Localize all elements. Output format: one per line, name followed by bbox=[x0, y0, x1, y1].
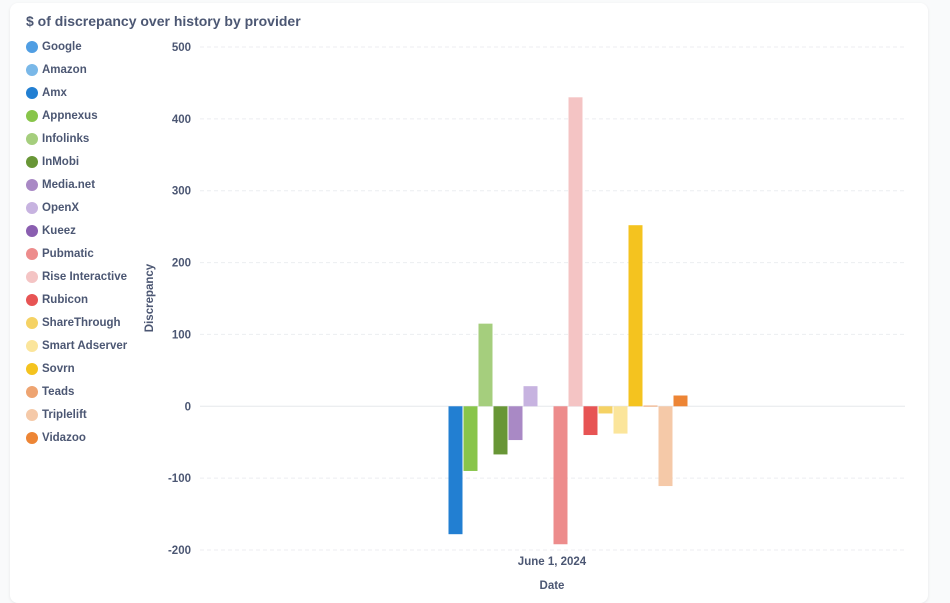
bar bbox=[583, 406, 598, 436]
legend-item[interactable]: Appnexus bbox=[26, 104, 127, 127]
bar bbox=[628, 225, 643, 407]
y-tick-label: 400 bbox=[172, 114, 191, 126]
legend-label: Amazon bbox=[42, 63, 87, 76]
legend-label: ShareThrough bbox=[42, 316, 121, 329]
bar bbox=[658, 406, 673, 487]
chart-legend: Google Amazon Amx Appnexus Infolinks InMobi Me… bbox=[26, 35, 127, 449]
legend-item[interactable]: Kueez bbox=[26, 219, 127, 242]
legend-item[interactable]: Media.net bbox=[26, 173, 127, 196]
legend-label: Teads bbox=[42, 385, 75, 398]
legend-swatch bbox=[26, 362, 38, 375]
legend-swatch bbox=[26, 40, 38, 53]
legend-label: Google bbox=[42, 40, 82, 53]
legend-item[interactable]: Amazon bbox=[26, 58, 127, 81]
legend-swatch bbox=[26, 155, 38, 168]
y-tick-label: 500 bbox=[172, 42, 191, 54]
legend-item[interactable]: Rise Interactive bbox=[26, 265, 127, 288]
y-tick-label: -100 bbox=[168, 473, 191, 485]
legend-swatch bbox=[26, 293, 38, 306]
chart-title: $ of discrepancy over history by provide… bbox=[26, 13, 301, 29]
legend-swatch bbox=[26, 86, 38, 99]
y-tick-label: 300 bbox=[172, 186, 191, 198]
bar bbox=[613, 406, 628, 434]
legend-label: Rise Interactive bbox=[42, 270, 128, 283]
legend-swatch bbox=[26, 408, 38, 421]
legend-swatch bbox=[26, 270, 38, 283]
legend-label: Kueez bbox=[42, 224, 76, 237]
legend-swatch bbox=[26, 132, 38, 145]
bar bbox=[448, 406, 463, 535]
legend-label: Infolinks bbox=[42, 132, 90, 145]
legend-swatch bbox=[26, 201, 38, 214]
legend-item[interactable]: OpenX bbox=[26, 196, 127, 219]
legend-label: Rubicon bbox=[42, 293, 88, 306]
legend-label: Media.net bbox=[42, 178, 96, 191]
bar bbox=[643, 405, 658, 407]
bar bbox=[508, 406, 523, 441]
legend-item[interactable]: Vidazoo bbox=[26, 426, 127, 449]
legend-swatch bbox=[26, 385, 38, 398]
legend-label: Vidazoo bbox=[42, 431, 86, 444]
legend-item[interactable]: Sovrn bbox=[26, 357, 127, 380]
y-tick-label: 100 bbox=[172, 329, 191, 341]
legend-label: Amx bbox=[42, 86, 67, 99]
y-tick-label: 0 bbox=[185, 401, 191, 413]
bar bbox=[568, 97, 583, 407]
chart-card bbox=[10, 3, 928, 603]
legend-item[interactable]: InMobi bbox=[26, 150, 127, 173]
y-tick-label: -200 bbox=[168, 545, 191, 557]
legend-item[interactable]: Infolinks bbox=[26, 127, 127, 150]
legend-swatch bbox=[26, 63, 38, 76]
y-tick-label: 200 bbox=[172, 258, 191, 270]
bar bbox=[493, 406, 508, 455]
legend-swatch bbox=[26, 224, 38, 237]
legend-item[interactable]: Google bbox=[26, 35, 127, 58]
bar bbox=[523, 386, 538, 407]
legend-item[interactable]: Smart Adserver bbox=[26, 334, 127, 357]
y-axis-title: Discrepancy bbox=[144, 263, 156, 332]
legend-label: InMobi bbox=[42, 155, 80, 168]
legend-label: OpenX bbox=[42, 201, 80, 214]
bar bbox=[673, 395, 688, 407]
bar bbox=[478, 323, 493, 407]
x-axis-title: Date bbox=[540, 580, 565, 592]
x-tick-label: June 1, 2024 bbox=[518, 556, 587, 568]
legend-label: Pubmatic bbox=[42, 247, 94, 260]
legend-swatch bbox=[26, 431, 38, 444]
legend-item[interactable]: Rubicon bbox=[26, 288, 127, 311]
bar bbox=[463, 406, 478, 471]
legend-swatch bbox=[26, 316, 38, 329]
legend-item[interactable]: Triplelift bbox=[26, 403, 127, 426]
legend-item[interactable]: Pubmatic bbox=[26, 242, 127, 265]
legend-swatch bbox=[26, 109, 38, 122]
legend-swatch bbox=[26, 247, 38, 260]
legend-label: Smart Adserver bbox=[42, 339, 128, 352]
legend-swatch bbox=[26, 339, 38, 352]
legend-item[interactable]: Teads bbox=[26, 380, 127, 403]
legend-label: Triplelift bbox=[42, 408, 87, 421]
bar bbox=[598, 406, 613, 414]
legend-label: Sovrn bbox=[42, 362, 75, 375]
bar bbox=[553, 406, 568, 545]
legend-label: Appnexus bbox=[42, 109, 98, 122]
legend-item[interactable]: Amx bbox=[26, 81, 127, 104]
legend-swatch bbox=[26, 178, 38, 191]
legend-item[interactable]: ShareThrough bbox=[26, 311, 127, 334]
